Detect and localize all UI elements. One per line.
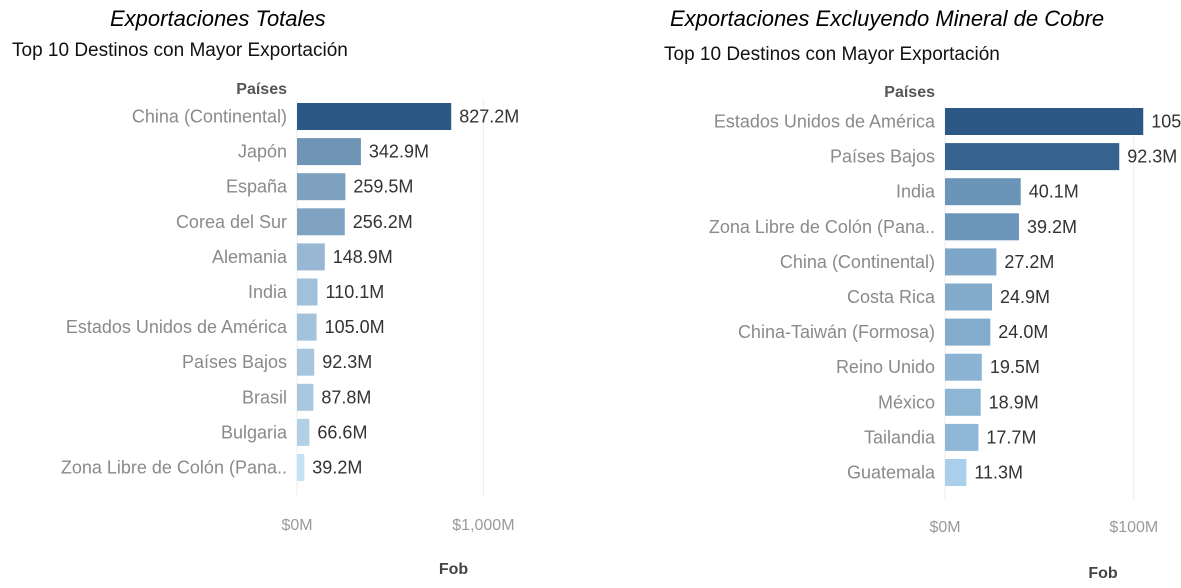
bar[interactable] (945, 353, 982, 381)
value-label: 259.5M (353, 177, 413, 197)
value-label: 39.2M (312, 458, 362, 478)
x-tick-label: $1,000M (452, 517, 514, 534)
bar[interactable] (945, 108, 1144, 135)
bar[interactable] (297, 208, 345, 236)
category-label: Reino Unido (836, 357, 935, 377)
value-label: 110.1M (326, 282, 385, 302)
value-label: 105.0M (325, 317, 385, 337)
category-label: India (896, 182, 936, 202)
value-label: 827.2M (459, 107, 519, 127)
bar[interactable] (297, 278, 318, 306)
bar[interactable] (945, 283, 993, 311)
category-label: Zona Libre de Colón (Pana.. (61, 458, 287, 478)
value-label: 27.2M (1004, 252, 1054, 272)
value-label: 92.3M (1127, 147, 1177, 167)
value-label: 18.9M (989, 392, 1039, 412)
x-tick-label: $0M (281, 517, 312, 534)
value-label: 40.1M (1029, 182, 1079, 202)
category-label: China-Taiwán (Formosa) (738, 322, 935, 342)
category-label: China (Continental) (780, 252, 935, 272)
chart-panel-excluyendo-cobre: Exportaciones Excluyendo Mineral de Cobr… (590, 0, 1181, 588)
value-label: 39.2M (1027, 217, 1077, 237)
value-label: 24.9M (1000, 287, 1050, 307)
x-axis-title: Fob (439, 561, 469, 578)
category-label: Corea del Sur (176, 212, 287, 232)
value-label: 17.7M (986, 427, 1036, 447)
rows-header: Países (236, 81, 287, 98)
x-tick-label: $100M (1109, 519, 1158, 536)
value-label: 24.0M (998, 322, 1048, 342)
category-label: Costa Rica (847, 287, 936, 307)
bar[interactable] (945, 388, 981, 416)
bar[interactable] (297, 173, 346, 201)
bar[interactable] (945, 143, 1120, 171)
bar-chart-exportaciones-totales: $0M $1,000M Países Fob China (Continental) 82… (61, 81, 519, 578)
category-label: Países Bajos (182, 352, 287, 372)
value-label: 66.6M (317, 422, 367, 442)
value-label: 92.3M (322, 352, 372, 372)
category-label: Japón (238, 142, 287, 162)
value-label: 148.9M (333, 247, 393, 267)
x-axis-title: Fob (1088, 565, 1118, 582)
chart-title: Exportaciones Excluyendo Mineral de Cobr… (670, 6, 1105, 31)
category-label: Alemania (212, 247, 288, 267)
bar[interactable] (945, 213, 1020, 241)
bar[interactable] (945, 318, 991, 346)
bar[interactable] (297, 383, 314, 411)
chart-subtitle: Top 10 Destinos con Mayor Exportación (12, 40, 348, 61)
value-label: 87.8M (321, 387, 371, 407)
chart-panel-exportaciones-totales: Exportaciones Totales Top 10 Destinos co… (0, 0, 580, 588)
category-label: Estados Unidos de América (714, 112, 936, 132)
value-label: 256.2M (353, 212, 413, 232)
category-label: India (248, 282, 288, 302)
category-label: Tailandia (864, 427, 936, 447)
category-label: Bulgaria (221, 422, 288, 442)
category-label: Guatemala (847, 463, 936, 483)
category-label: México (878, 392, 935, 412)
value-label: 11.3M (974, 463, 1023, 483)
bar[interactable] (297, 103, 452, 130)
bar-chart-excluyendo-cobre: $0M $100M Países Fob Estados Unidos de Améri… (709, 84, 1181, 582)
category-label: China (Continental) (132, 107, 287, 127)
bar[interactable] (945, 178, 1021, 206)
value-label: 19.5M (990, 357, 1040, 377)
value-label: 342.9M (369, 142, 429, 162)
bar[interactable] (945, 248, 997, 276)
category-label: Brasil (242, 387, 287, 407)
bar[interactable] (297, 418, 310, 446)
bar[interactable] (945, 423, 979, 451)
bar[interactable] (297, 138, 361, 166)
bar[interactable] (297, 454, 305, 481)
bar[interactable] (297, 243, 325, 271)
chart-subtitle: Top 10 Destinos con Mayor Exportación (664, 44, 1000, 65)
category-label: Estados Unidos de América (66, 317, 288, 337)
value-label: 105.0M (1151, 112, 1181, 132)
bar[interactable] (297, 313, 317, 341)
category-label: Países Bajos (830, 147, 935, 167)
rows-header: Países (884, 84, 935, 101)
category-label: Zona Libre de Colón (Pana.. (709, 217, 935, 237)
bar[interactable] (297, 348, 315, 376)
x-tick-label: $0M (929, 519, 960, 536)
bar[interactable] (945, 459, 967, 486)
category-label: España (226, 177, 288, 197)
chart-title: Exportaciones Totales (110, 6, 326, 31)
